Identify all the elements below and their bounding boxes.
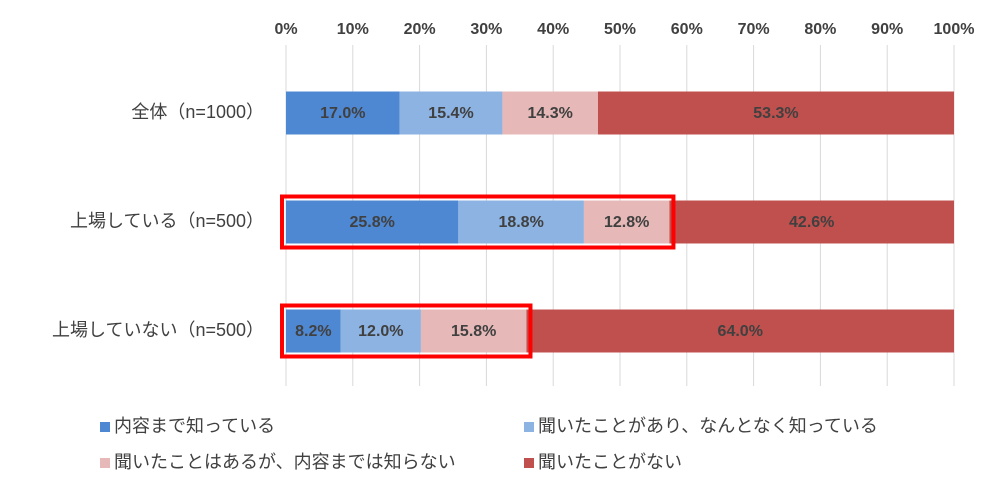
bar-segment xyxy=(286,91,400,135)
highlight-box xyxy=(280,194,676,250)
data-label: 12.0% xyxy=(358,323,403,340)
data-label: 53.3% xyxy=(753,105,798,122)
x-tick-label: 50% xyxy=(604,21,636,38)
category-label: 上場している（n=500） xyxy=(70,211,264,231)
legend-label: 聞いたことがない xyxy=(538,452,682,472)
data-label: 18.8% xyxy=(498,214,543,231)
x-tick-label: 30% xyxy=(470,21,502,38)
x-tick-label: 90% xyxy=(871,21,903,38)
x-tick-label: 0% xyxy=(274,21,297,38)
x-tick-label: 60% xyxy=(671,21,703,38)
bar-segment xyxy=(286,309,341,353)
category-label: 上場していない（n=500） xyxy=(52,320,264,340)
x-tick-label: 10% xyxy=(337,21,369,38)
legend-label: 聞いたことはあるが、内容までは知らない xyxy=(114,452,456,472)
data-label: 15.4% xyxy=(428,105,473,122)
bar-segment xyxy=(669,200,954,244)
x-tick-label: 70% xyxy=(738,21,770,38)
data-label: 25.8% xyxy=(349,214,394,231)
bar-segment xyxy=(502,91,598,135)
data-label: 15.8% xyxy=(451,323,496,340)
highlight-box xyxy=(280,303,533,359)
legend-swatch xyxy=(524,422,534,432)
data-label: 8.2% xyxy=(295,323,331,340)
legend-label: 内容まで知っている xyxy=(114,416,275,436)
data-label: 64.0% xyxy=(718,323,763,340)
legend-label: 聞いたことがあり、なんとなく知っている xyxy=(538,416,878,436)
x-tick-label: 40% xyxy=(537,21,569,38)
category-label: 全体（n=1000） xyxy=(131,102,264,122)
legend-swatch xyxy=(100,422,110,432)
data-label: 12.8% xyxy=(604,214,649,231)
bar-segment xyxy=(286,200,459,244)
x-tick-label: 100% xyxy=(934,21,975,38)
legend-swatch xyxy=(524,458,534,468)
bar-segment xyxy=(399,91,503,135)
bar-segment xyxy=(340,309,421,353)
bar-segment xyxy=(420,309,527,353)
legend-swatch xyxy=(100,458,110,468)
data-label: 17.0% xyxy=(320,105,365,122)
x-tick-label: 80% xyxy=(804,21,836,38)
data-label: 14.3% xyxy=(528,105,573,122)
bar-segment xyxy=(458,200,584,244)
bar-segment xyxy=(526,309,954,353)
bar-segment xyxy=(583,200,670,244)
x-tick-label: 20% xyxy=(404,21,436,38)
data-label: 42.6% xyxy=(789,214,834,231)
bar-segment xyxy=(597,91,954,135)
